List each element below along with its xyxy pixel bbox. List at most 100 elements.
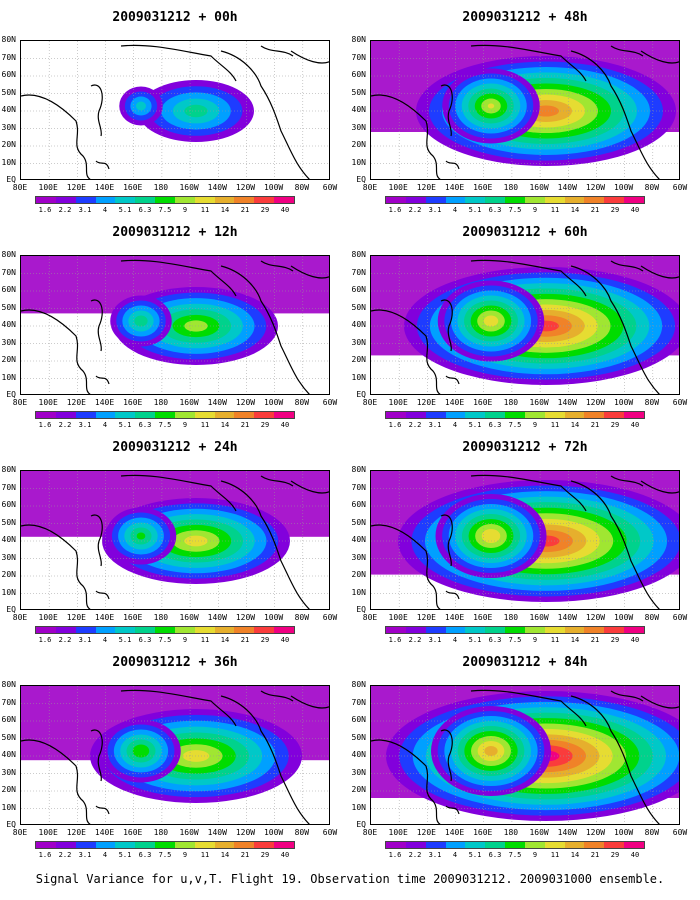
lon-tick-label: 160W (529, 398, 549, 407)
variance-shading (371, 686, 679, 821)
colorbar-swatch (386, 842, 406, 848)
colorbar-label: 14 (220, 421, 230, 429)
lon-tick-label: 100W (613, 613, 634, 622)
colorbar-label: 14 (220, 851, 230, 859)
colorbar-label: 9 (532, 851, 538, 859)
lat-tick-label: 50N (351, 302, 366, 312)
colorbar-swatch (254, 627, 275, 633)
lon-tick-label: 160E (473, 183, 493, 192)
colorbar-label: 3.1 (428, 206, 442, 214)
colorbar-swatch (155, 627, 175, 633)
lon-tick-label: 120W (235, 828, 256, 837)
lon-tick-label: 160E (123, 828, 143, 837)
colorbar-swatch (564, 197, 585, 203)
colorbar-swatch (274, 412, 294, 418)
colorbar-label: 29 (260, 851, 270, 859)
colorbar-label: 9 (182, 851, 188, 859)
colorbar-swatch (465, 412, 486, 418)
colorbar-swatch (485, 412, 506, 418)
colorbar-swatch (485, 627, 506, 633)
lat-tick-label: 70N (351, 697, 366, 707)
colorbar-label: 6.3 (488, 636, 502, 644)
colorbar-label: 9 (182, 636, 188, 644)
colorbar-swatch (584, 197, 605, 203)
lon-tick-label: 80E (12, 613, 28, 622)
lon-tick-label: 100W (613, 183, 634, 192)
lon-tick-label: 80W (644, 183, 660, 192)
colorbar-label: 29 (260, 206, 270, 214)
colorbar-label: 29 (260, 421, 270, 429)
coastlines (371, 259, 679, 394)
colorbar-label: 1.6 (38, 636, 52, 644)
lon-tick-label: 100E (38, 613, 58, 622)
lon-tick-label: 120W (235, 613, 256, 622)
lon-tick-label: 120W (235, 183, 256, 192)
lon-tick-label: 180 (503, 398, 519, 407)
lon-tick-label: 160W (529, 828, 549, 837)
coastlines (21, 689, 329, 824)
colorbar-swatch (505, 842, 525, 848)
colorbar-swatch (36, 197, 56, 203)
colorbar-label: 5.1 (118, 636, 132, 644)
colorbar-label: 29 (610, 851, 620, 859)
colorbar-swatch (604, 627, 625, 633)
colorbar-label: 2.2 (58, 206, 72, 214)
lon-tick-label: 120W (585, 183, 606, 192)
colorbar-label: 7.5 (508, 421, 522, 429)
lon-tick-label: 140W (557, 183, 577, 192)
colorbar-label: 14 (570, 421, 580, 429)
colorbar-label: 6.3 (138, 421, 152, 429)
lat-tick-label: 30N (351, 767, 366, 777)
colorbar (385, 841, 645, 849)
lat-tick-label: 60N (351, 500, 366, 509)
lat-tick-label: 80N (351, 35, 366, 44)
colorbar-label: 6.3 (138, 851, 152, 859)
lon-tick-label: 120W (585, 828, 606, 837)
colorbar-label: 7.5 (158, 636, 172, 644)
colorbar-label: 21 (590, 636, 600, 644)
colorbar-label: 14 (570, 206, 580, 214)
lat-tick-label: 80N (351, 250, 366, 259)
colorbar-label: 40 (280, 636, 290, 644)
colorbar-label: 6.3 (488, 421, 502, 429)
map-panel: 2009031212 + 12h 80N 70N 60N 50N 40N 30N 20N 10N… (0, 215, 350, 430)
colorbar-label: 40 (280, 206, 290, 214)
colorbar-swatch (274, 627, 294, 633)
lon-tick-label: 80W (644, 398, 660, 407)
lon-tick-label: 80E (362, 183, 378, 192)
lat-tick-label: 40N (351, 320, 366, 329)
colorbar-swatch (505, 197, 525, 203)
colorbar-swatch (194, 842, 215, 848)
colorbar-swatch (75, 197, 96, 203)
colorbar-label: 21 (590, 851, 600, 859)
contour-map (20, 470, 330, 610)
lat-tick-label: EQ (356, 820, 366, 829)
colorbar-swatch (214, 412, 235, 418)
colorbar (385, 626, 645, 634)
colorbar-swatch (174, 627, 195, 633)
colorbar-label: 29 (610, 421, 620, 429)
lat-tick-label: 70N (351, 482, 366, 492)
colorbar-label: 7.5 (158, 206, 172, 214)
lon-tick-label: 140E (444, 398, 465, 407)
colorbar-swatch (155, 412, 175, 418)
lat-tick-label: 50N (351, 732, 366, 742)
lat-tick-label: 20N (351, 140, 366, 149)
lon-tick-label: 80W (294, 613, 310, 622)
map-panel: 2009031212 + 48h 80N 70N 60N 50N 40N 30N 20N 10N… (350, 0, 700, 215)
colorbar-label: 4 (102, 851, 108, 859)
lat-tick-label: 60N (351, 715, 366, 724)
variance-shading (371, 41, 679, 166)
lat-tick-label: 40N (351, 105, 366, 114)
lat-tick-label: EQ (6, 605, 16, 614)
graticule (371, 256, 679, 394)
lat-tick-label: 40N (1, 320, 16, 329)
lat-tick-label: 30N (351, 337, 366, 347)
panel-title: 2009031212 + 36h (112, 655, 238, 670)
colorbar-swatch (95, 412, 116, 418)
lat-tick-label: 60N (1, 500, 16, 509)
lat-tick-label: EQ (6, 390, 16, 399)
lon-tick-label: 160W (179, 828, 199, 837)
graticule (21, 471, 329, 609)
colorbar (35, 841, 295, 849)
